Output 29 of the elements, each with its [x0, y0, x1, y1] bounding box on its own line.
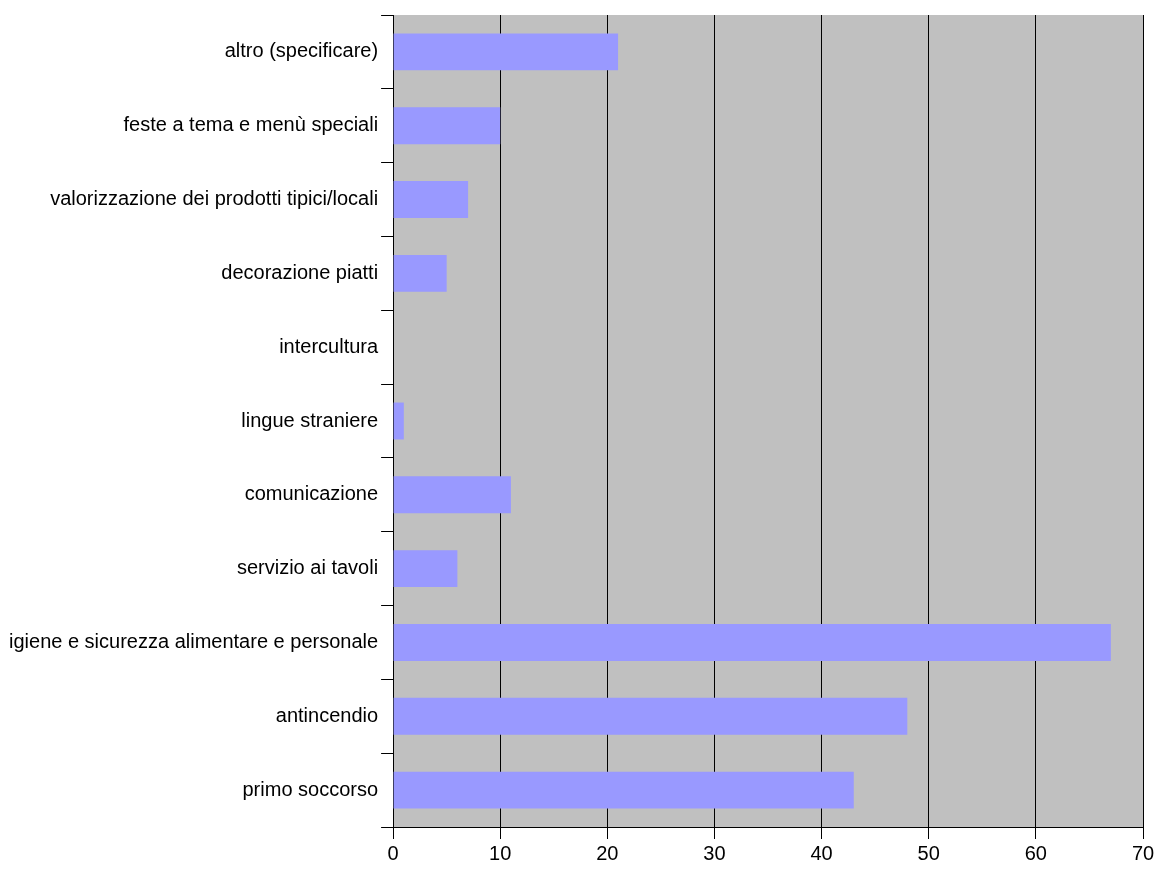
y-tick-label: comunicazione	[244, 482, 379, 505]
y-tick-label: lingue straniere	[241, 408, 379, 431]
bar	[393, 771, 854, 809]
x-tick-label: 30	[703, 841, 726, 864]
y-tick-label: valorizzazione dei prodotti tipici/locali	[50, 187, 379, 210]
bar	[393, 624, 1111, 661]
y-tick-label: feste a tema e menù speciali	[123, 113, 379, 136]
x-tick-label: 0	[387, 841, 399, 864]
bar	[393, 697, 908, 735]
x-tick-label: 50	[917, 841, 940, 864]
x-tick-label: 20	[596, 841, 619, 864]
bar	[393, 254, 447, 292]
y-tick-label: antincendio	[275, 703, 379, 726]
x-tick-label: 10	[489, 841, 512, 864]
bar	[393, 550, 458, 588]
x-tick-label: 70	[1131, 841, 1155, 864]
y-tick-label: igiene e sicurezza alimentare e personale	[8, 629, 379, 652]
bar	[393, 402, 404, 440]
bar	[393, 33, 619, 71]
y-tick-label: servizio ai tavoli	[236, 556, 379, 579]
bar	[393, 107, 501, 145]
y-tick-label: intercultura	[279, 334, 379, 357]
y-tick-label: primo soccorso	[242, 777, 379, 800]
x-tick-label: 40	[810, 841, 833, 864]
y-tick-label: altro (specificare)	[224, 39, 379, 62]
y-tick-label: decorazione piatti	[221, 260, 379, 283]
bar	[393, 476, 511, 514]
x-tick-label: 60	[1024, 841, 1047, 864]
bar	[393, 181, 469, 218]
